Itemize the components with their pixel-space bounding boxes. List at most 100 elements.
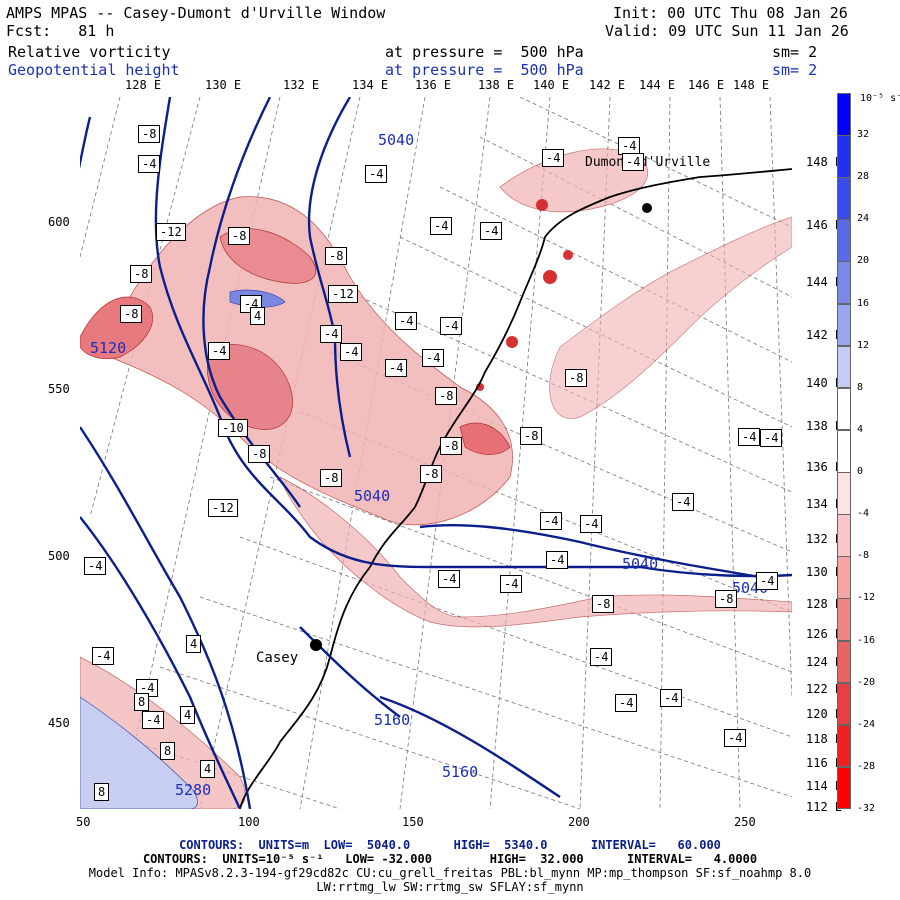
vorticity-contour-label: -8: [420, 465, 443, 483]
height-label: 5040: [622, 555, 659, 573]
colorbar: [837, 93, 851, 810]
station-marker-casey: [310, 639, 322, 651]
vorticity-contour-label: -4: [440, 317, 463, 335]
colorbar-tick: 24: [857, 213, 870, 225]
colorbar-segment: [837, 682, 851, 726]
colorbar-segment: [837, 345, 851, 389]
top-tick: 144 E: [639, 78, 676, 92]
top-tick: 140 E: [533, 78, 570, 92]
vorticity-contour-label: 4: [200, 760, 216, 778]
colorbar-segment: [837, 640, 851, 684]
field2-level: at pressure = 500 hPa: [385, 61, 584, 79]
height-label: 5280: [175, 781, 212, 799]
colorbar-segment: [837, 724, 851, 768]
vorticity-contour-label: -4: [542, 149, 565, 167]
colorbar-tick: 32: [857, 129, 870, 141]
map-panel: 5040 5040 5040 5040 5120 5160 5160 5280 …: [80, 97, 792, 809]
vorticity-contour-label: -4: [395, 312, 418, 330]
vorticity-contour-label: -8: [715, 590, 738, 608]
vorticity-contour-label: -8: [565, 369, 588, 387]
footer-vorticity-contours: CONTOURS: UNITS=10⁻⁵ s⁻¹ LOW= -32.000 HI…: [142, 852, 758, 866]
top-tick: 138 E: [478, 78, 515, 92]
bottom-tick: 200: [568, 815, 590, 829]
vorticity-contour-label: 8: [94, 783, 110, 801]
field2-name: Geopotential height: [8, 61, 180, 79]
colorbar-segment: [837, 556, 851, 599]
vorticity-maxima: [476, 199, 573, 391]
vorticity-contour-label: -12: [156, 223, 186, 241]
top-tick: 128 E: [125, 78, 162, 92]
height-label: 5160: [374, 711, 411, 729]
vorticity-contour-label: -8: [120, 305, 143, 323]
vorticity-contour-label: -4: [590, 648, 613, 666]
field2-smoothing: sm= 2: [772, 61, 818, 79]
init-time: Init: 00 UTC Thu 08 Jan 26: [613, 4, 848, 22]
vorticity-contour-label: 4: [180, 706, 196, 724]
vorticity-contour-label: -10: [218, 419, 248, 437]
field1-smoothing: sm= 2: [772, 43, 818, 61]
vorticity-contour-label: -4: [92, 647, 115, 665]
height-label: 5160: [442, 763, 479, 781]
colorbar-segment: [837, 472, 851, 515]
field1-level: at pressure = 500 hPa: [385, 43, 584, 61]
vorticity-contour-label: -4: [480, 222, 503, 240]
vorticity-contour-label: -4: [430, 217, 453, 235]
colorbar-tick: -24: [857, 718, 876, 730]
height-label: 5040: [378, 131, 415, 149]
colorbar-segment: [837, 135, 851, 178]
colorbar-segment: [837, 766, 851, 810]
colorbar-tick: -8: [857, 550, 870, 562]
top-tick: 142 E: [589, 78, 626, 92]
left-tick: 450: [48, 716, 70, 730]
colorbar-tick: -32: [857, 803, 876, 814]
vorticity-contour-label: -4: [580, 515, 603, 533]
vorticity-contour-label: -4: [672, 493, 695, 511]
vorticity-contour-label: -8: [440, 437, 463, 455]
top-tick: 134 E: [352, 78, 389, 92]
vorticity-contour-label: -4: [340, 343, 363, 361]
vorticity-contour-label: -4: [500, 575, 523, 593]
station-label-casey: Casey: [256, 650, 299, 666]
forecast-hour: Fcst: 81 h: [6, 22, 115, 40]
vorticity-contour-label: -4: [540, 512, 563, 530]
height-label: 5120: [90, 339, 127, 357]
vorticity-contour-label: -4: [660, 689, 683, 707]
top-tick: 148 E: [733, 78, 770, 92]
height-label: 5040: [354, 487, 391, 505]
vorticity-contour-label: -4: [738, 428, 761, 446]
vorticity-contour-label: -4: [84, 557, 107, 575]
vorticity-contour-label: -12: [208, 499, 238, 517]
footer-model-info-2: LW:rrtmg_lw SW:rrtmg_sw SFLAY:sf_mynn: [316, 880, 584, 894]
top-tick: 136 E: [415, 78, 452, 92]
bottom-tick: 100: [238, 815, 260, 829]
colorbar-segment: [837, 429, 851, 473]
map-canvas: [80, 97, 792, 809]
vorticity-contour-label: -12: [328, 285, 358, 303]
valid-time: Valid: 09 UTC Sun 11 Jan 26: [605, 22, 849, 40]
colorbar-tick: -16: [857, 634, 876, 646]
vorticity-contour-label: -4: [142, 711, 165, 729]
vorticity-contour-label: -4: [385, 359, 408, 377]
vorticity-contour-label: -8: [592, 595, 615, 613]
colorbar-tick: -12: [857, 592, 876, 604]
vorticity-contour-label: -8: [435, 387, 458, 405]
vorticity-contour-label: -4: [438, 570, 461, 588]
vorticity-contour-label: -8: [520, 427, 543, 445]
vorticity-contour-label: -4: [138, 155, 161, 173]
coastline: [239, 168, 792, 809]
colorbar-segment: [837, 219, 851, 262]
top-tick: 146 E: [688, 78, 725, 92]
vorticity-contour-label: -4: [756, 572, 779, 590]
colorbar-tick: 28: [857, 171, 870, 183]
colorbar-tick: -4: [857, 508, 870, 520]
colorbar-tick: -20: [857, 676, 876, 688]
vorticity-contour-label: -4: [365, 165, 388, 183]
vorticity-contour-label: -4: [724, 729, 747, 747]
plot-title: AMPS MPAS -- Casey-Dumont d'Urville Wind…: [6, 4, 386, 22]
vorticity-contour-label: -4: [615, 694, 638, 712]
colorbar-segment: [837, 261, 851, 305]
colorbar-tick: 4: [857, 423, 864, 435]
bottom-tick: 150: [402, 815, 424, 829]
colorbar-segment: [837, 93, 851, 136]
footer-height-contours: CONTOURS: UNITS=m LOW= 5040.0 HIGH= 5340…: [179, 838, 721, 852]
